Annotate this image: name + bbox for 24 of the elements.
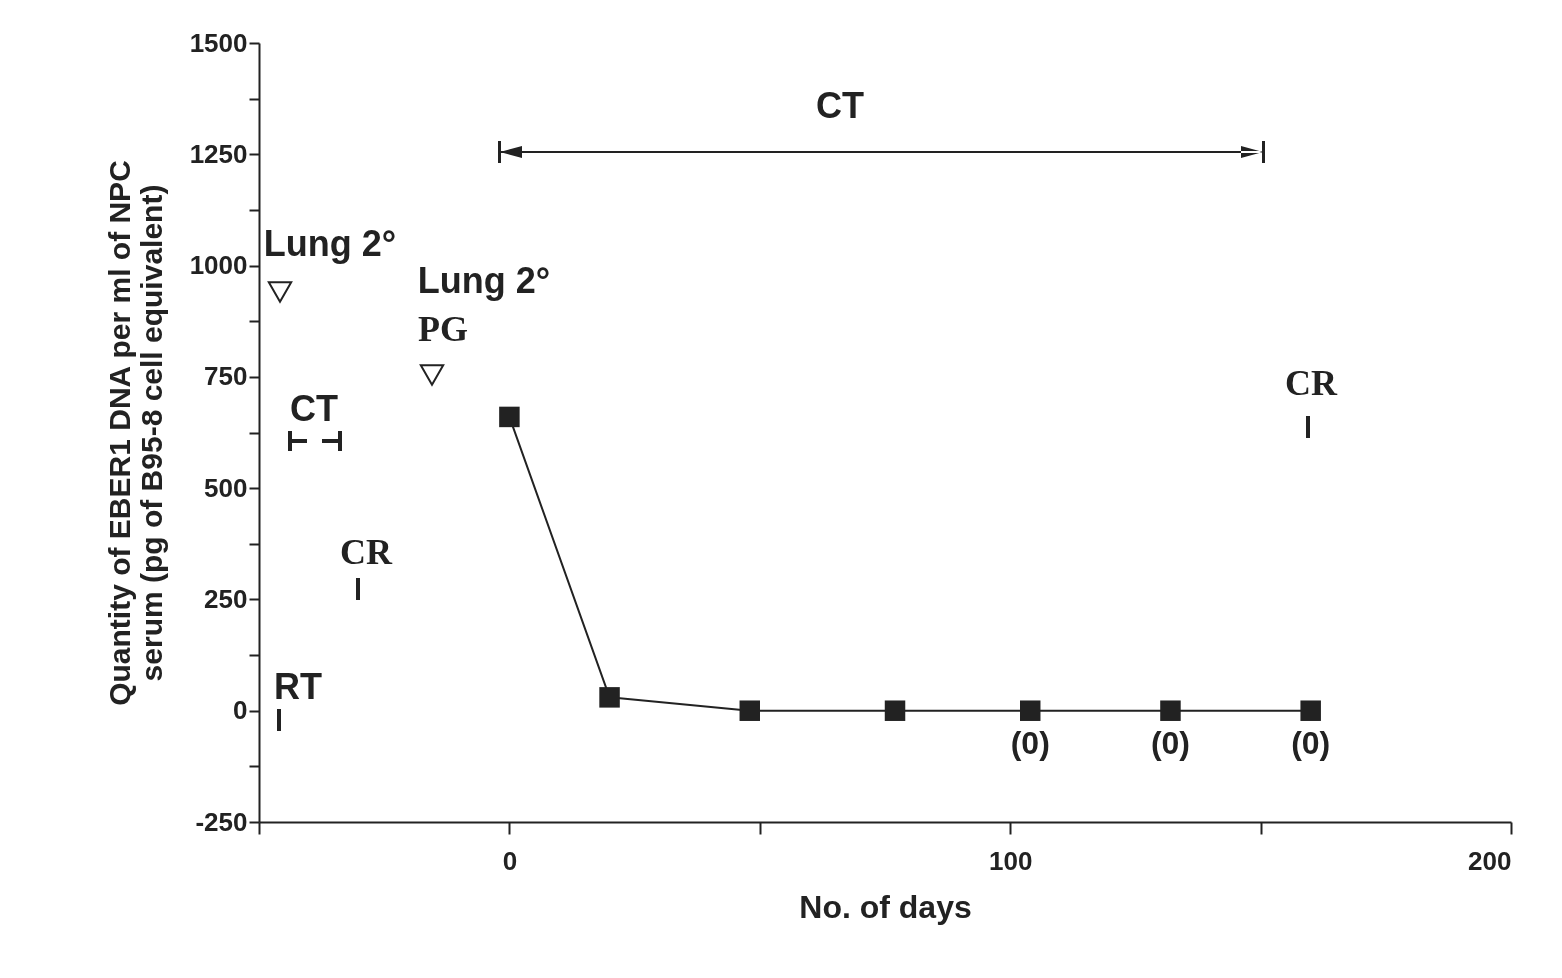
annotation: CR — [340, 532, 393, 572]
annotation: CT — [816, 85, 864, 126]
annotation: CT — [290, 388, 338, 429]
y-tick-label: 1250 — [189, 138, 248, 169]
y-tick-label: 500 — [204, 472, 248, 503]
x-tick-label: 0 — [502, 845, 518, 876]
annotation: Lung 2° — [417, 260, 551, 301]
annotation: PG — [418, 309, 468, 349]
y-tick-label: 250 — [204, 583, 248, 614]
annotation: CR — [1285, 363, 1338, 403]
x-tick-label: 200 — [1468, 845, 1512, 876]
annotation: Lung 2° — [263, 223, 397, 264]
y-axis-title: Quantity of EBER1 DNA per ml of NPC serum (pg of B95-8 cell equivalent) — [102, 160, 168, 706]
y-tick-label: 1000 — [189, 250, 248, 281]
annotation: RT — [274, 666, 322, 707]
y-tick-label: -250 — [195, 806, 248, 837]
x-axis-title: No. of days — [799, 888, 972, 925]
y-tick-label: 1500 — [189, 27, 248, 58]
data-label: (0) — [1291, 724, 1331, 761]
y-tick-label: 750 — [204, 361, 248, 392]
data-label: (0) — [1010, 724, 1050, 761]
x-tick-label: 100 — [989, 845, 1033, 876]
y-tick-label: 0 — [233, 695, 248, 726]
data-label: (0) — [1150, 724, 1191, 761]
